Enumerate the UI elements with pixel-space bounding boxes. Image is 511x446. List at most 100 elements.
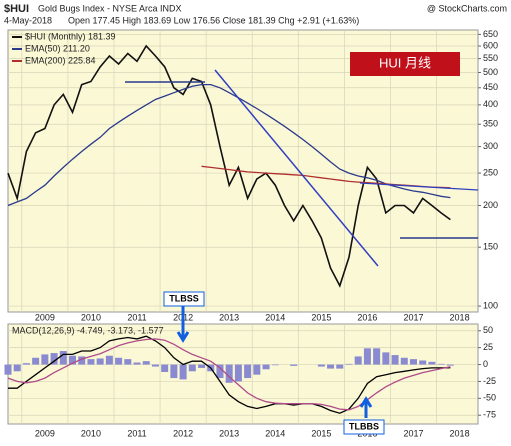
histogram-bar [345, 363, 353, 365]
histogram-bar [4, 364, 12, 375]
histogram-bar [87, 359, 95, 365]
symbol: $HUI [4, 3, 29, 15]
y-tick-label: 650 [483, 29, 498, 39]
y-tick-label: -50 [483, 393, 496, 403]
series-line [7, 44, 451, 288]
histogram-bar [115, 357, 123, 365]
legend-label: $HUI (Monthly) 181.39 [25, 31, 116, 41]
y-tick-label: 550 [483, 53, 498, 63]
histogram-bar [271, 364, 279, 366]
histogram-bar [50, 353, 58, 365]
series-line [7, 83, 451, 207]
x-tick-label: 2018 [450, 428, 470, 438]
trendline [214, 69, 379, 267]
histogram-bar [124, 359, 132, 365]
histogram-bar [69, 355, 77, 365]
histogram-bar [290, 364, 298, 366]
source: @ StockCharts.com [427, 3, 507, 13]
arrow [176, 306, 190, 343]
trendline [359, 182, 479, 191]
y-tick-label: 400 [483, 99, 498, 109]
histogram-bar [317, 364, 325, 367]
x-tick-label: 2012 [173, 428, 193, 438]
x-tick-label: 2014 [265, 428, 285, 438]
histogram-bar [373, 348, 381, 365]
histogram-bar [234, 364, 242, 382]
histogram-bar [262, 364, 270, 370]
histogram-bar [428, 361, 436, 365]
histogram-bar [253, 364, 261, 375]
x-tick-label: 2014 [265, 312, 285, 322]
histogram-bar [78, 356, 86, 365]
x-tick-label: 2015 [311, 312, 331, 322]
y-tick-label: 300 [483, 141, 498, 151]
legend-label: EMA(200) 225.84 [25, 55, 96, 65]
x-tick-label: 2010 [81, 312, 101, 322]
y-tick-label: 250 [483, 167, 498, 177]
x-tick-label: 2009 [35, 312, 55, 322]
legend-label: EMA(50) 211.20 [25, 43, 90, 53]
annotation-box [350, 52, 460, 76]
x-tick-label: 2016 [357, 312, 377, 322]
y-tick-label: 0 [483, 359, 488, 369]
histogram-bar [446, 364, 454, 366]
annotation: TLBBS [349, 421, 379, 431]
x-tick-label: 2009 [35, 428, 55, 438]
histogram-bar [336, 364, 344, 369]
y-tick-label: 600 [483, 40, 498, 50]
histogram-bar [22, 363, 30, 365]
quote: Open 177.45 High 183.69 Low 176.56 Close… [68, 15, 359, 25]
x-tick-label: 2017 [403, 428, 423, 438]
date: 4-May-2018 [4, 15, 52, 25]
x-tick-label: 2015 [311, 428, 331, 438]
histogram-bar [151, 364, 159, 367]
histogram-bar [198, 364, 206, 368]
histogram-bar [13, 364, 21, 372]
y-tick-label: -25 [483, 376, 496, 386]
y-tick-label: -75 [483, 410, 496, 420]
histogram-bar [161, 364, 169, 372]
histogram-bar [96, 358, 104, 365]
histogram-bar [354, 356, 362, 365]
y-tick-label: 500 [483, 67, 498, 77]
histogram-bar [170, 364, 178, 379]
arrow [359, 396, 373, 418]
histogram-bar [437, 363, 445, 365]
series-line [8, 335, 451, 414]
y-tick-label: 50 [483, 325, 493, 335]
histogram-bar [133, 362, 141, 365]
index-name: Gold Bugs Index - NYSE Arca INDX [38, 3, 182, 13]
annotation-box [343, 419, 385, 435]
panel-title: MACD(12,26,9) -4.749, -3.173, -1.577 [12, 325, 164, 335]
histogram-bar [244, 364, 252, 379]
histogram-bar [400, 357, 408, 365]
histogram-bar [188, 364, 196, 372]
histogram-bar [363, 348, 371, 365]
histogram-bar [327, 364, 335, 369]
histogram-bar [105, 355, 113, 365]
y-tick-label: 25 [483, 342, 493, 352]
histogram-bar [225, 364, 233, 383]
annotation: HUI 月线 [379, 55, 431, 70]
histogram-bar [409, 359, 417, 365]
x-tick-label: 2013 [219, 312, 239, 322]
y-tick-label: 100 [483, 300, 498, 310]
histogram-bar [142, 361, 150, 365]
x-tick-label: 2013 [219, 428, 239, 438]
histogram-bar [391, 355, 399, 365]
histogram-bar [59, 351, 67, 365]
y-tick-label: 200 [483, 200, 498, 210]
y-tick-label: 150 [483, 242, 498, 252]
series-line [7, 338, 451, 411]
histogram-bar [41, 354, 49, 365]
histogram-bar [419, 360, 427, 365]
macd-panel [7, 323, 479, 425]
y-tick-label: 350 [483, 119, 498, 129]
histogram-bar [179, 364, 187, 380]
x-tick-label: 2010 [81, 428, 101, 438]
histogram-bar [216, 364, 224, 379]
annotation: TLBSS [169, 293, 199, 303]
x-tick-label: 2011 [127, 428, 146, 438]
histogram-bar [32, 357, 40, 365]
